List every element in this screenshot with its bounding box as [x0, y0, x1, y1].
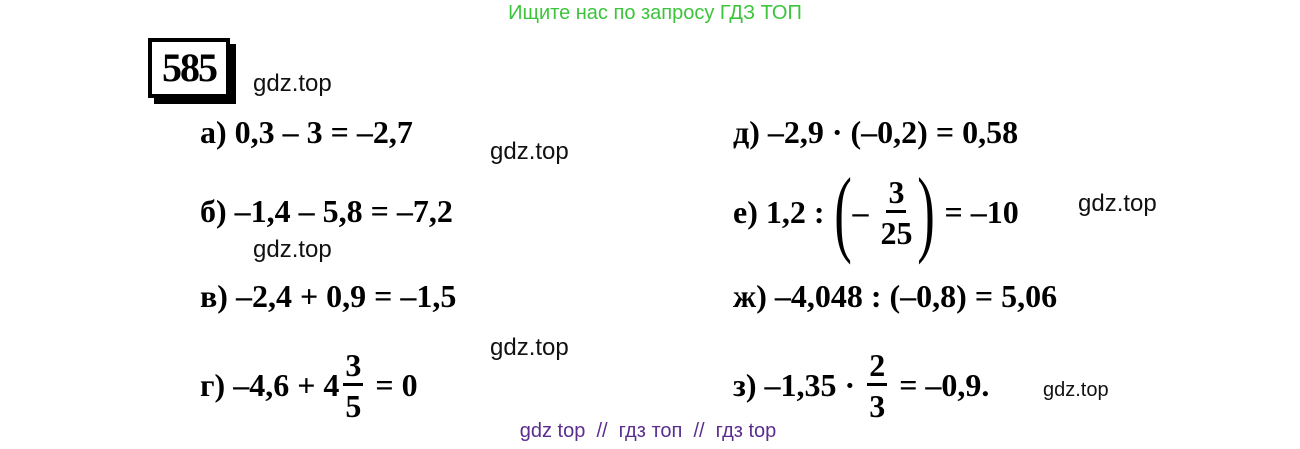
minus-sign: –	[852, 193, 877, 230]
footer-watermark: gdz top // гдз топ // гдз top	[519, 420, 777, 442]
right-paren: )	[917, 158, 936, 265]
equation-e-right: = –10	[936, 193, 1019, 230]
equation-z-left: з) –1,35 ·	[733, 366, 864, 403]
task-number: 585	[148, 38, 230, 98]
denominator: 5	[345, 387, 362, 424]
watermark: gdz.top	[490, 334, 569, 361]
watermark: gdz.top	[1078, 190, 1157, 217]
numerator: 3	[343, 349, 364, 386]
watermark: gdz.top	[253, 236, 332, 263]
equation-g-left: г) –4,6 + 4	[200, 366, 340, 403]
fraction: 3 25	[880, 176, 912, 249]
equation-d: д) –2,9 · (–0,2) = 0,58	[733, 113, 1019, 150]
search-hint-banner: Ищите нас по запросу ГДЗ ТОП	[508, 2, 802, 24]
equation-e-left: е) 1,2 :	[733, 193, 833, 230]
denominator: 25	[880, 214, 913, 251]
numerator: 3	[886, 176, 907, 213]
denominator: 3	[869, 387, 886, 424]
watermark: gdz.top	[1043, 379, 1109, 401]
equation-v: в) –2,4 + 0,9 = –1,5	[200, 277, 457, 314]
equation-zh: ж) –4,048 : (–0,8) = 5,06	[733, 277, 1058, 314]
equation-e: е) 1,2 : ( – 3 25 ) = –10	[733, 164, 1019, 260]
watermark: gdz.top	[490, 138, 569, 165]
watermark: gdz.top	[253, 70, 332, 97]
numerator: 2	[867, 349, 888, 386]
equation-z-right: = –0,9.	[891, 366, 990, 403]
equation-a: а) 0,3 – 3 = –2,7	[200, 113, 413, 150]
equation-g-right: = 0	[367, 366, 418, 403]
equation-b: б) –1,4 – 5,8 = –7,2	[200, 192, 453, 229]
left-paren: (	[833, 158, 852, 265]
